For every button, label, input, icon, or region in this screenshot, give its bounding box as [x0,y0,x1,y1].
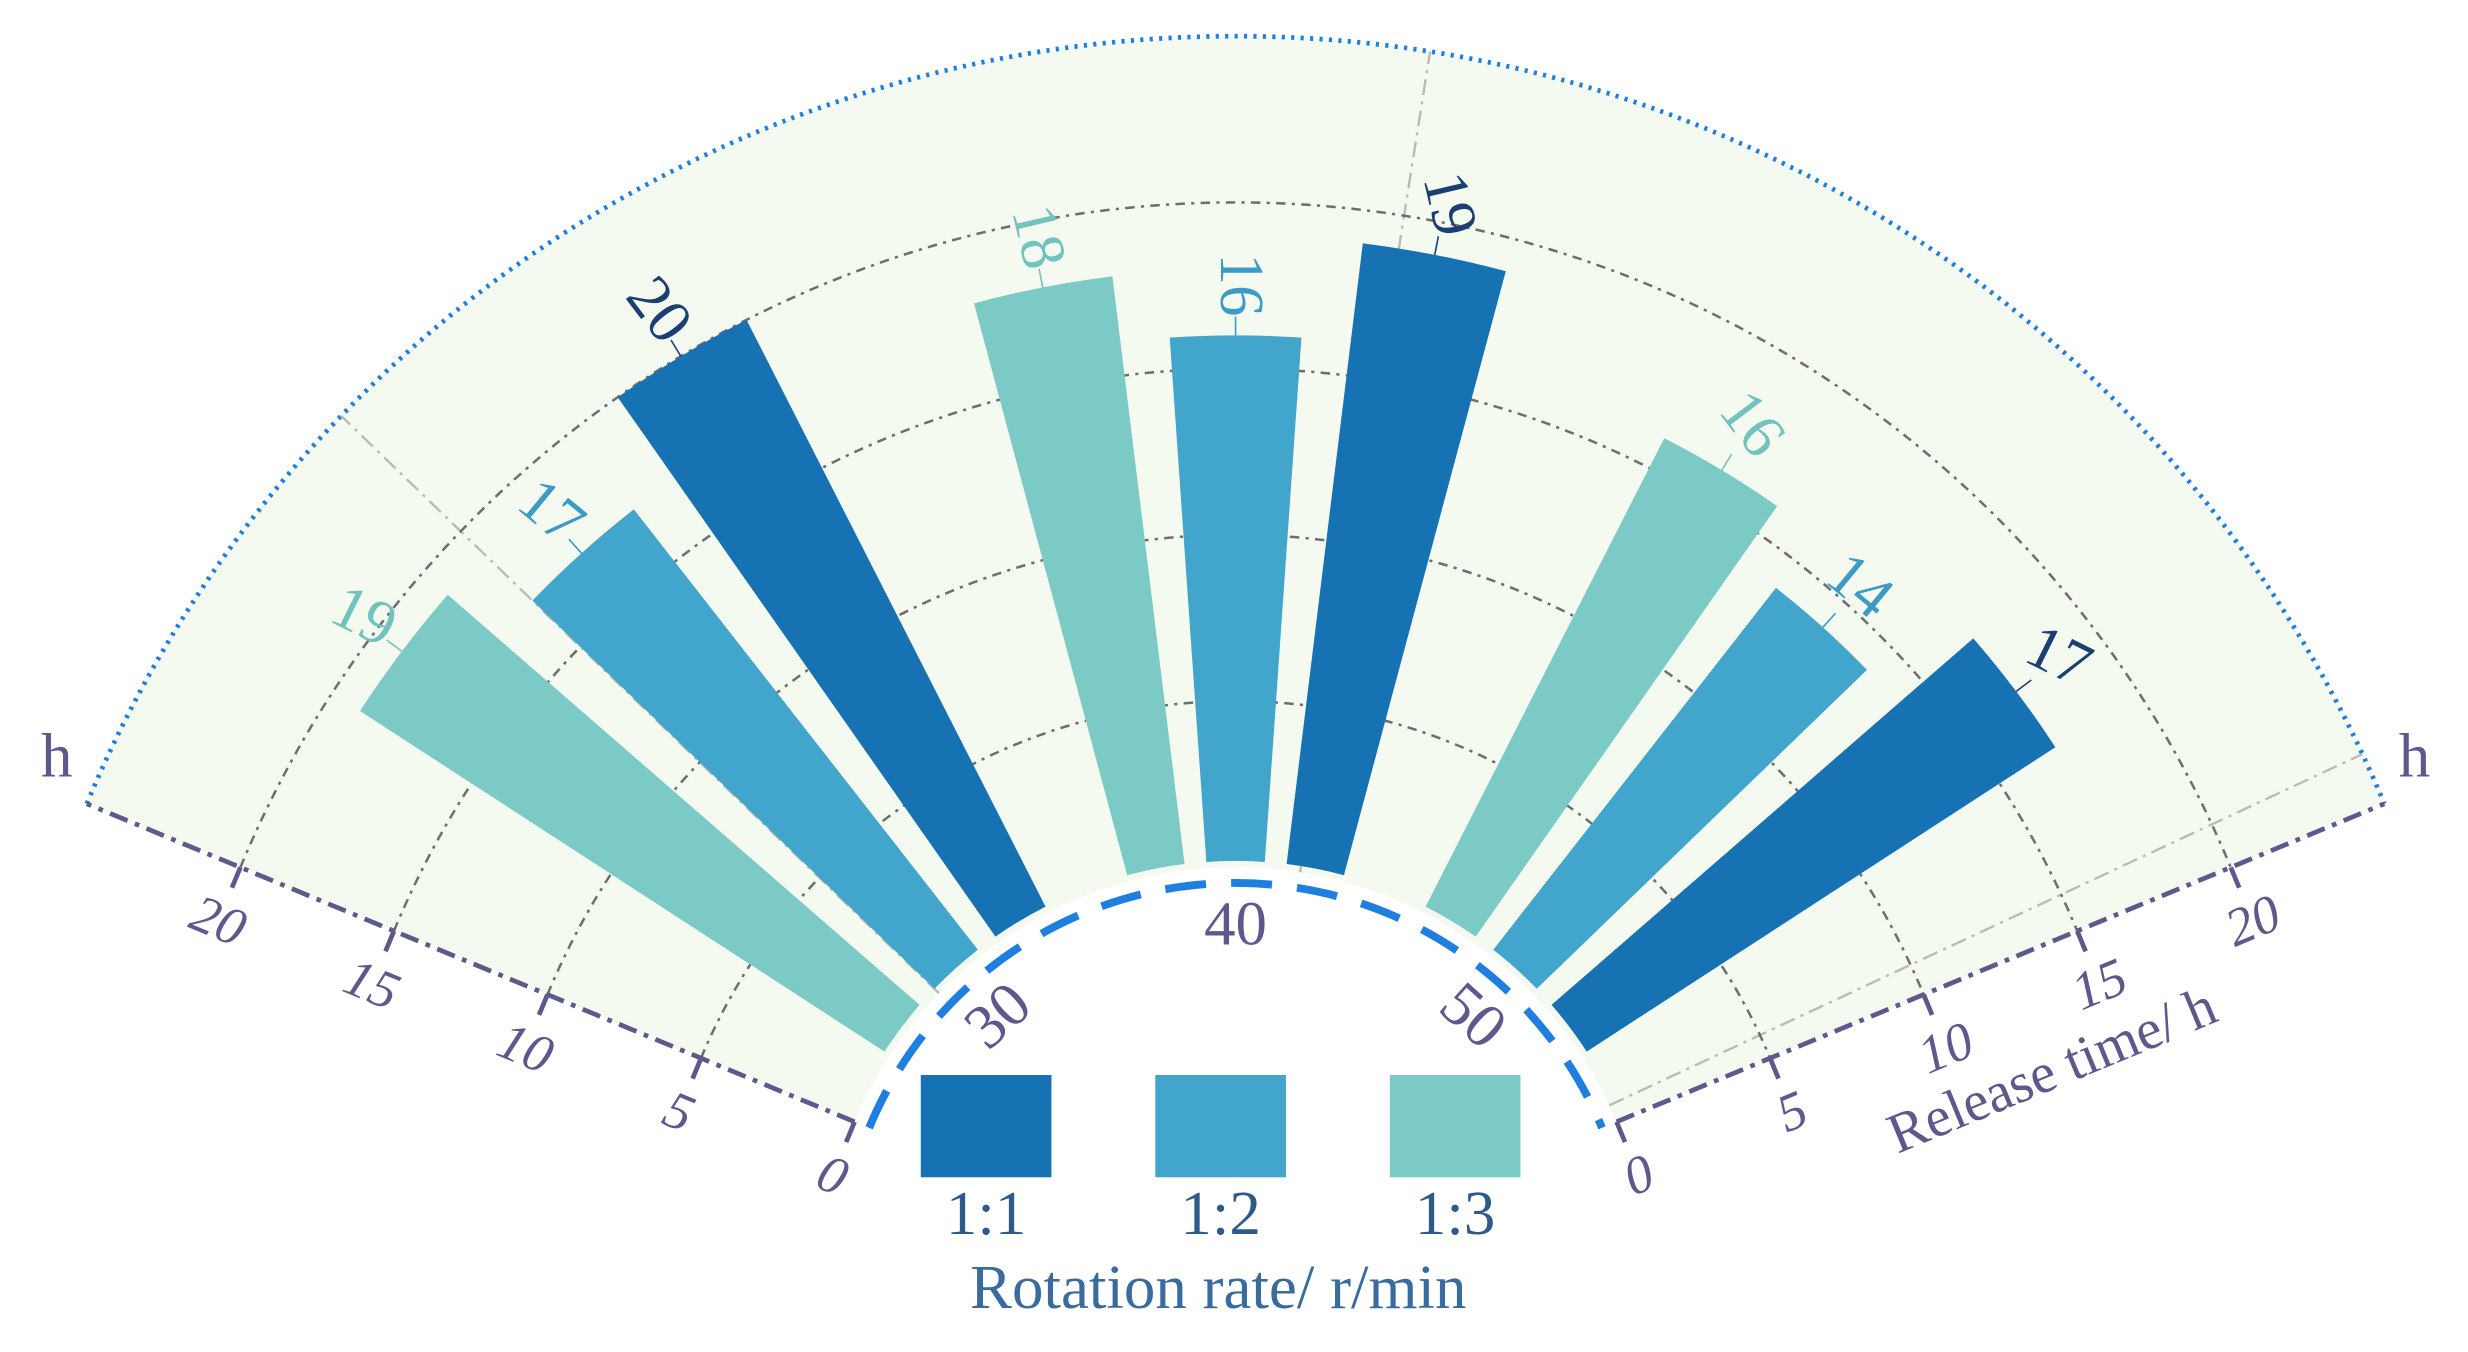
label-leader [1721,453,1733,471]
bar [973,276,1185,876]
bar [617,319,1046,937]
radial-tick [1614,1120,1628,1144]
legend-swatch [1389,1074,1521,1178]
radial-tick-label: 0 [1615,1142,1663,1208]
bar [1169,335,1302,862]
radial-tick-label: 5 [1768,1078,1816,1144]
category-label: 50 [1427,968,1521,1062]
bar [1286,243,1506,876]
grid-circle [392,367,2079,932]
radial-tick-label: 20 [2216,882,2289,958]
grid-circle [239,201,2232,868]
radial-tick-label: 15 [336,946,408,1022]
radial-tick [383,930,397,953]
radial-tick [843,1120,857,1144]
data-label: 18 [998,198,1081,275]
category-label: 40 [1204,889,1267,959]
radial-tick [2228,866,2242,889]
bar [1425,438,1778,937]
label-leader [1822,612,1837,628]
legend-title: Rotation rate/ r/min [970,1252,1466,1322]
bar [1493,587,1867,989]
inner-boundary [865,879,1606,1130]
bar [1551,638,2056,1052]
label-leader [2015,679,2032,692]
radial-tick-label: 10 [489,1010,562,1086]
label-leader [568,538,583,554]
radial-tick [536,993,550,1016]
legend-label: 1:3 [1415,1178,1495,1248]
radial-tick [1767,1057,1781,1080]
bar [360,594,920,1052]
radial-axis-unit: h [41,721,72,791]
angular-grid-line [1608,753,2363,1107]
radial-tick [1921,993,1935,1016]
bar [532,509,978,989]
legend-label: 1:1 [946,1178,1026,1248]
label-leader [670,339,682,357]
radial-tick [2075,930,2088,953]
data-label: 16 [1207,254,1277,317]
radial-tick-label: 5 [655,1078,703,1144]
radial-tick [229,866,243,889]
legend-swatch [920,1074,1052,1178]
data-label: 19 [1409,165,1492,242]
legend-label: 1:2 [1180,1178,1260,1248]
grid-circle [546,533,1925,996]
label-leader [386,639,403,652]
label-leader [1433,236,1440,255]
radial-axis-unit: h [2399,721,2430,791]
radial-tick-label: 20 [182,882,255,958]
radial-tick [690,1057,704,1080]
label-leader [1038,268,1044,288]
category-label: 30 [951,968,1045,1062]
legend-swatch [1155,1074,1286,1178]
radial-tick-label: 0 [809,1142,857,1208]
outer-boundary [84,33,2387,805]
